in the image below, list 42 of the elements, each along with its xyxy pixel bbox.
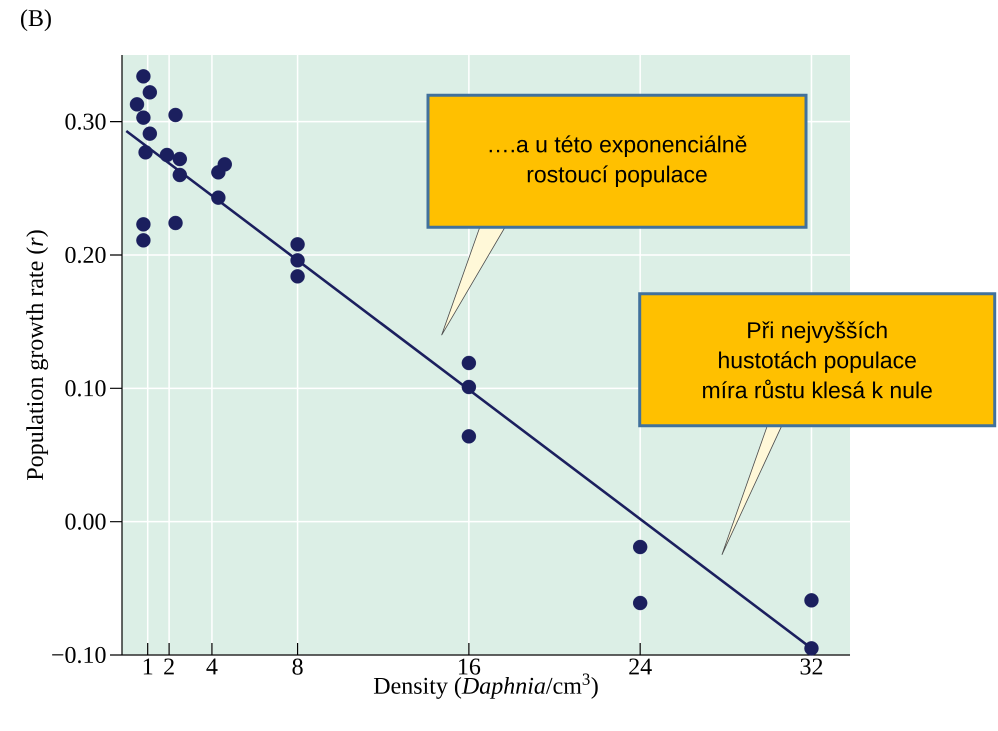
x-axis-title: Density (Daphnia/cm$^{3}$) bbox=[374, 674, 598, 699]
point bbox=[136, 69, 151, 84]
point bbox=[804, 641, 819, 656]
annotation: Při nejvyšších hustotách populace míra růstu klesá k nule bbox=[703, 321, 932, 398]
point bbox=[142, 126, 158, 141]
point bbox=[142, 85, 158, 100]
annotation: ….a u této exponenciálně rostoucí populace bbox=[490, 135, 746, 188]
x-tick-label: 24 bbox=[629, 658, 652, 674]
point bbox=[172, 168, 188, 182]
x-tick-label: 32 bbox=[800, 658, 822, 675]
point bbox=[462, 429, 476, 444]
point bbox=[168, 108, 183, 122]
point bbox=[136, 233, 151, 248]
point bbox=[168, 216, 183, 230]
point bbox=[211, 190, 226, 205]
y-tick-label: 0.20 bbox=[65, 246, 106, 264]
point bbox=[632, 596, 648, 610]
point bbox=[632, 540, 648, 554]
x-tick-label: 4 bbox=[206, 658, 218, 674]
point bbox=[172, 152, 188, 166]
point bbox=[136, 110, 151, 125]
point bbox=[804, 593, 819, 608]
x-tick-label: 8 bbox=[292, 658, 303, 675]
point bbox=[290, 253, 305, 268]
point bbox=[462, 356, 476, 370]
x-tick-label: 2 bbox=[164, 658, 174, 674]
point bbox=[136, 217, 151, 232]
chart-title: (B) bbox=[21, 9, 51, 32]
y-tick-label: 0.30 bbox=[65, 114, 106, 130]
y-tick-label: 0.00 bbox=[65, 514, 106, 530]
y-tick-label: 0.10 bbox=[65, 380, 106, 396]
y-axis-title: Population growth rate (r) bbox=[26, 230, 48, 480]
point bbox=[130, 97, 144, 112]
x-tick-label: 1 bbox=[144, 658, 152, 674]
y-tick-label: −0.10 bbox=[52, 646, 106, 664]
point bbox=[462, 380, 476, 394]
point bbox=[290, 237, 305, 252]
x-tick-label: 16 bbox=[458, 658, 480, 675]
point bbox=[211, 165, 226, 180]
point bbox=[138, 145, 153, 160]
point bbox=[160, 148, 174, 162]
point bbox=[290, 269, 305, 284]
